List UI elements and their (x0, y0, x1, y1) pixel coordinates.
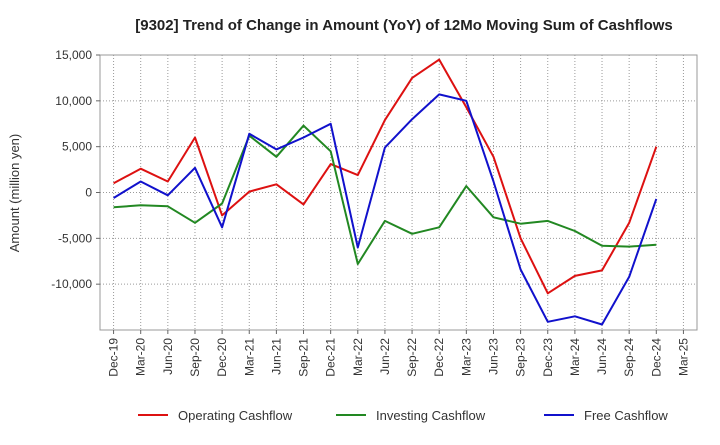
x-tick-label: Dec-21 (324, 338, 338, 377)
x-tick-label: Jun-21 (269, 338, 283, 375)
x-tick-label: Mar-25 (676, 338, 690, 376)
chart-title: [9302] Trend of Change in Amount (YoY) o… (135, 17, 673, 34)
x-tick-label: Dec-22 (432, 338, 446, 377)
operating-cashflow-line (113, 58, 658, 295)
x-tick-label: Dec-23 (541, 338, 555, 377)
free-cashflow-legend-label: Free Cashflow (584, 408, 668, 423)
x-axis-ticks: Dec-19 Mar-20 Jun-20 Sep-20 Dec-20 Mar-21 Jun-… (107, 330, 690, 377)
x-tick-label: Sep-21 (297, 338, 311, 377)
x-tick-label: Sep-20 (188, 338, 202, 377)
investing-cashflow-line (113, 124, 657, 265)
y-tick-label: 0 (85, 186, 92, 200)
y-tick-label: 15,000 (55, 48, 92, 62)
investing-cashflow-legend-label: Investing Cashflow (376, 408, 486, 423)
x-tick-label: Jun-20 (161, 338, 175, 375)
x-tick-label: Jun-23 (486, 338, 500, 375)
free-cashflow-line (113, 93, 658, 326)
y-tick-label: -5,000 (58, 231, 92, 245)
x-tick-label: Dec-24 (649, 338, 663, 377)
y-axis-ticks: 15,000 10,000 5,000 0 -5,000 -10,000 (51, 48, 100, 291)
x-tick-label: Mar-23 (459, 338, 473, 376)
x-tick-label: Mar-20 (134, 338, 148, 376)
y-tick-label: 10,000 (55, 94, 92, 108)
y-tick-label: -10,000 (51, 277, 92, 291)
x-tick-label: Jun-22 (378, 338, 392, 375)
x-tick-label: Sep-23 (514, 338, 528, 377)
legend: Operating Cashflow Investing Cashflow Free… (138, 408, 668, 423)
x-tick-label: Mar-21 (242, 338, 256, 376)
x-tick-label: Dec-20 (215, 338, 229, 377)
series-lines (113, 58, 658, 326)
x-tick-label: Mar-22 (351, 338, 365, 376)
x-tick-label: Sep-24 (622, 338, 636, 377)
x-tick-label: Dec-19 (107, 338, 121, 377)
grid (100, 54, 697, 330)
x-tick-label: Sep-22 (405, 338, 419, 377)
y-axis-label: Amount (million yen) (7, 134, 22, 253)
x-tick-label: Jun-24 (595, 338, 609, 375)
x-tick-label: Mar-24 (568, 338, 582, 376)
y-tick-label: 5,000 (62, 140, 92, 154)
operating-cashflow-legend-label: Operating Cashflow (178, 408, 293, 423)
